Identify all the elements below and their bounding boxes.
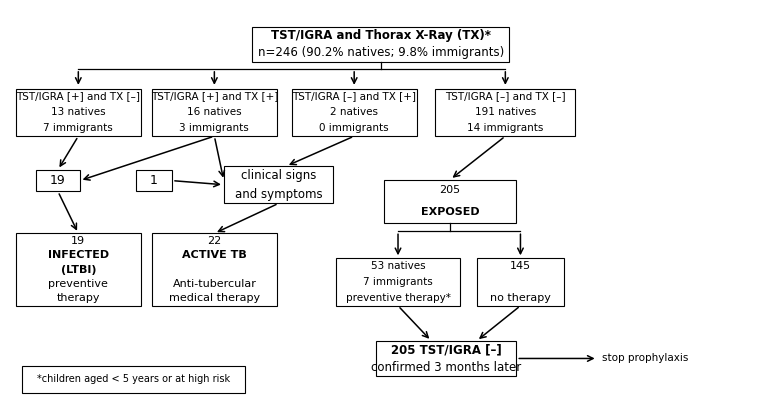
Text: 0 immigrants: 0 immigrants: [320, 123, 389, 133]
FancyBboxPatch shape: [384, 180, 517, 223]
Text: 53 natives: 53 natives: [371, 261, 425, 271]
Text: 14 immigrants: 14 immigrants: [467, 123, 543, 133]
Text: 3 immigrants: 3 immigrants: [179, 123, 250, 133]
Text: 145: 145: [510, 261, 531, 271]
FancyBboxPatch shape: [291, 88, 417, 136]
Text: 16 natives: 16 natives: [187, 107, 242, 117]
Text: stop prophylaxis: stop prophylaxis: [602, 354, 688, 364]
Text: *children aged < 5 years or at high risk: *children aged < 5 years or at high risk: [37, 374, 230, 384]
FancyBboxPatch shape: [436, 88, 575, 136]
Text: 191 natives: 191 natives: [475, 107, 536, 117]
Text: 7 immigrants: 7 immigrants: [363, 277, 433, 287]
Text: therapy: therapy: [56, 293, 100, 303]
FancyBboxPatch shape: [152, 233, 277, 306]
Text: 1: 1: [150, 174, 158, 187]
Text: ACTIVE TB: ACTIVE TB: [182, 250, 246, 260]
Text: 19: 19: [71, 236, 85, 246]
Text: 205: 205: [439, 186, 461, 195]
FancyBboxPatch shape: [252, 27, 509, 62]
Text: preventive therapy*: preventive therapy*: [346, 293, 450, 303]
FancyBboxPatch shape: [224, 166, 333, 203]
FancyBboxPatch shape: [136, 170, 172, 191]
Text: 7 immigrants: 7 immigrants: [43, 123, 113, 133]
FancyBboxPatch shape: [36, 170, 80, 191]
FancyBboxPatch shape: [16, 233, 140, 306]
FancyBboxPatch shape: [16, 88, 140, 136]
Text: preventive: preventive: [48, 279, 108, 289]
Text: TST/IGRA and Thorax X-Ray (TX)*: TST/IGRA and Thorax X-Ray (TX)*: [271, 29, 491, 42]
Text: 13 natives: 13 natives: [51, 107, 105, 117]
Text: 2 natives: 2 natives: [330, 107, 378, 117]
Text: confirmed 3 months later: confirmed 3 months later: [372, 361, 522, 374]
Text: no therapy: no therapy: [490, 293, 551, 303]
Text: and symptoms: and symptoms: [235, 188, 323, 200]
Text: 22: 22: [208, 236, 221, 246]
Text: TST/IGRA [–] and TX [–]: TST/IGRA [–] and TX [–]: [445, 92, 565, 102]
Text: clinical signs: clinical signs: [241, 169, 317, 182]
Text: INFECTED: INFECTED: [48, 250, 109, 260]
Text: TST/IGRA [+] and TX [–]: TST/IGRA [+] and TX [–]: [16, 92, 140, 102]
Text: 19: 19: [50, 174, 66, 187]
Text: (LTBI): (LTBI): [60, 264, 96, 275]
FancyBboxPatch shape: [376, 341, 517, 376]
Text: Anti-tubercular: Anti-tubercular: [172, 279, 256, 289]
Text: n=246 (90.2% natives; 9.8% immigrants): n=246 (90.2% natives; 9.8% immigrants): [257, 46, 504, 59]
Text: medical therapy: medical therapy: [169, 293, 260, 303]
Text: EXPOSED: EXPOSED: [421, 207, 479, 217]
FancyBboxPatch shape: [336, 258, 460, 306]
FancyBboxPatch shape: [22, 366, 245, 393]
Text: 205 TST/IGRA [–]: 205 TST/IGRA [–]: [391, 343, 502, 356]
Text: TST/IGRA [–] and TX [+]: TST/IGRA [–] and TX [+]: [292, 92, 416, 102]
FancyBboxPatch shape: [152, 88, 277, 136]
Text: TST/IGRA [+] and TX [+]: TST/IGRA [+] and TX [+]: [150, 92, 278, 102]
FancyBboxPatch shape: [477, 258, 564, 306]
